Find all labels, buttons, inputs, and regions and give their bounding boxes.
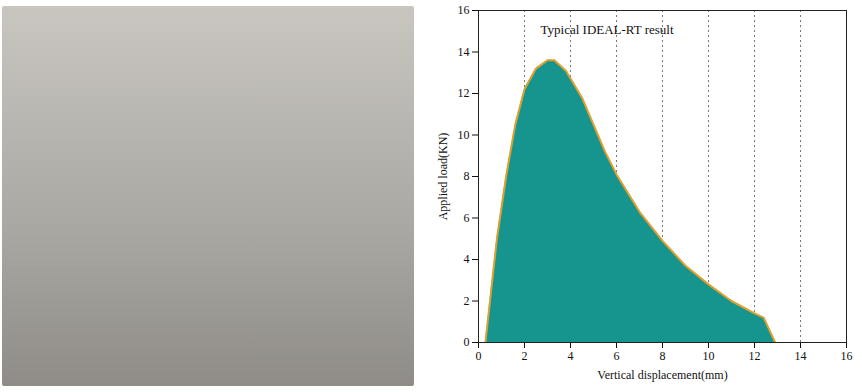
svg-text:16: 16 (458, 3, 470, 17)
svg-text:10: 10 (703, 349, 715, 363)
svg-text:Applied load(KN): Applied load(KN) (436, 133, 450, 221)
svg-text:Vertical displacement(mm): Vertical displacement(mm) (597, 368, 727, 382)
svg-text:0: 0 (464, 335, 470, 349)
svg-text:14: 14 (795, 349, 807, 363)
svg-text:6: 6 (614, 349, 620, 363)
svg-text:0: 0 (476, 349, 482, 363)
svg-text:14: 14 (458, 45, 470, 59)
svg-text:Typical IDEAL-RT result: Typical IDEAL-RT result (541, 22, 674, 37)
svg-text:12: 12 (458, 86, 470, 100)
svg-text:6: 6 (464, 211, 470, 225)
svg-text:2: 2 (464, 294, 470, 308)
svg-text:4: 4 (568, 349, 574, 363)
svg-text:2: 2 (522, 349, 528, 363)
svg-text:10: 10 (458, 128, 470, 142)
svg-text:4: 4 (464, 252, 470, 266)
svg-text:16: 16 (841, 349, 853, 363)
svg-text:12: 12 (749, 349, 761, 363)
svg-text:8: 8 (660, 349, 666, 363)
svg-text:8: 8 (464, 169, 470, 183)
